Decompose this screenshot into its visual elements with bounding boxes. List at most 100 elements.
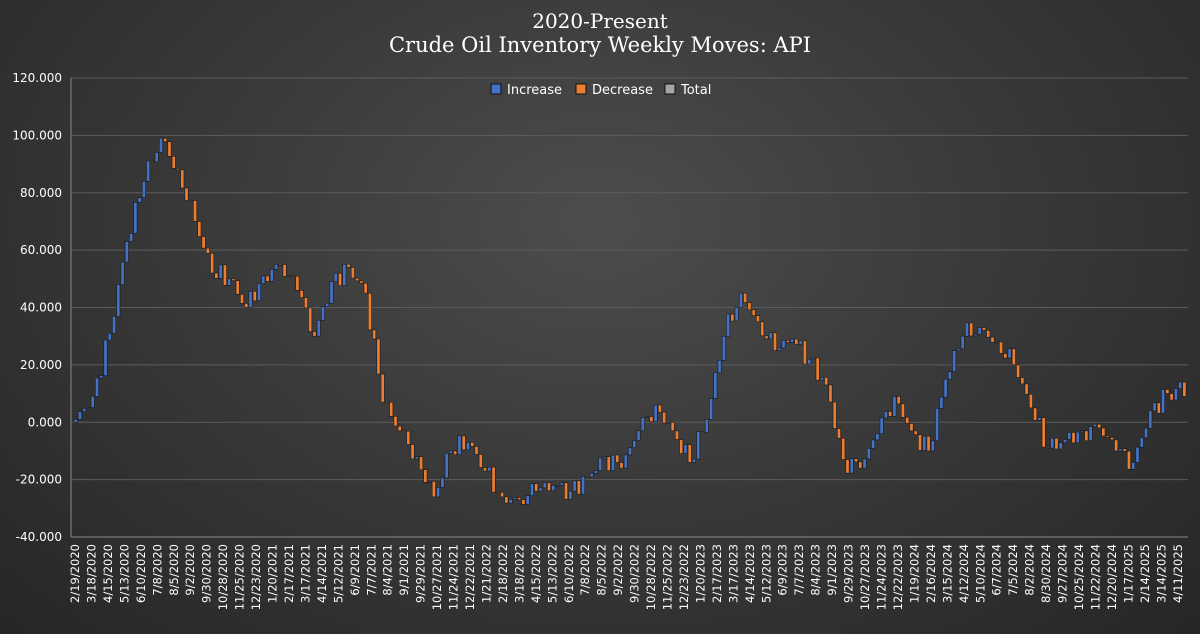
increase-bar: [436, 487, 441, 498]
increase-bar: [879, 417, 884, 435]
increase-bar: [1067, 432, 1072, 440]
decrease-bar: [730, 313, 735, 322]
decrease-bar: [1156, 402, 1161, 414]
x-tick-label: 3/18/2020: [85, 544, 99, 603]
increase-bar: [768, 332, 773, 340]
increase-bar: [952, 350, 957, 372]
x-tick-label: 10/27/2021: [430, 544, 444, 610]
decrease-bar: [308, 307, 313, 332]
decrease-bar: [794, 338, 799, 345]
decrease-bar: [913, 430, 918, 435]
legend-swatch-icon: [575, 83, 587, 95]
decrease-bar: [888, 411, 893, 417]
decrease-bar: [406, 430, 411, 445]
increase-bar: [875, 433, 880, 441]
x-tick-label: 9/30/2020: [200, 544, 214, 603]
decrease-bar: [999, 341, 1003, 354]
x-tick-label: 12/22/2023: [891, 544, 905, 610]
increase-bar: [1037, 417, 1042, 421]
decrease-bar: [802, 340, 807, 365]
increase-bar: [709, 398, 714, 420]
increase-bar: [529, 483, 534, 497]
decrease-bar: [517, 497, 522, 501]
decrease-bar: [845, 459, 850, 474]
decrease-bar: [1169, 393, 1174, 401]
decrease-bar: [521, 499, 526, 505]
decrease-bar: [760, 321, 765, 337]
increase-bar: [154, 152, 159, 163]
decrease-bar: [1024, 383, 1029, 395]
x-tick-label: 7/7/2021: [364, 544, 378, 596]
increase-bar: [286, 275, 291, 278]
legend-swatch-icon: [490, 83, 502, 95]
x-tick-label: 4/15/2022: [529, 544, 543, 603]
increase-bar: [440, 477, 445, 488]
increase-bar: [1088, 426, 1093, 441]
increase-bar: [666, 421, 671, 424]
x-tick-label: 4/14/2023: [743, 544, 757, 603]
x-tick-label: 2/19/2020: [68, 544, 82, 603]
decrease-bar: [1165, 389, 1170, 394]
x-tick-label: 8/5/2022: [595, 544, 609, 596]
decrease-bar: [1045, 446, 1050, 449]
y-tick-label: 40.000: [20, 301, 62, 315]
x-tick-label: 2/17/2023: [710, 544, 724, 603]
decrease-bar: [1127, 450, 1131, 470]
decrease-bar: [163, 137, 168, 143]
increase-bar: [1144, 427, 1148, 439]
legend-label: Decrease: [592, 83, 653, 98]
increase-bar: [883, 411, 888, 419]
increase-bar: [538, 487, 543, 492]
increase-bar: [107, 333, 112, 341]
decrease-bar: [1054, 437, 1059, 450]
decrease-bar: [773, 332, 777, 351]
decrease-bar: [615, 454, 620, 463]
increase-bar: [1178, 381, 1183, 389]
increase-bar: [141, 180, 146, 198]
decrease-bar: [231, 278, 236, 281]
increase-bar: [248, 291, 253, 308]
decrease-bar: [837, 428, 841, 439]
decrease-bar: [291, 275, 296, 278]
decrease-bar: [1097, 423, 1102, 429]
decrease-bar: [171, 156, 176, 169]
x-tick-label: 10/25/2024: [1072, 544, 1086, 610]
decrease-bar: [205, 247, 210, 254]
y-tick-label: 100.000: [12, 128, 62, 142]
decrease-bar: [564, 482, 569, 500]
increase-bar: [542, 482, 547, 489]
decrease-bar: [1011, 348, 1016, 366]
x-tick-label: 6/9/2021: [348, 544, 362, 596]
increase-bar: [866, 448, 871, 460]
increase-bar: [257, 283, 261, 302]
x-tick-label: 9/29/2023: [842, 544, 856, 603]
increase-bar: [726, 313, 731, 337]
decrease-bar: [662, 411, 667, 424]
decrease-bar: [303, 297, 308, 309]
decrease-bar: [674, 430, 679, 440]
increase-bar: [589, 473, 594, 478]
increase-bar: [77, 411, 82, 420]
increase-bar: [721, 335, 726, 361]
increase-bar: [973, 333, 978, 337]
chart-subtitle: Crude Oil Inventory Weekly Moves: API: [388, 33, 812, 57]
decrease-bar: [461, 435, 466, 451]
decrease-bar: [990, 336, 995, 343]
x-tick-label: 4/12/2024: [957, 544, 971, 603]
increase-bar: [1075, 431, 1080, 444]
y-tick-label: 20.000: [20, 358, 62, 372]
increase-bar: [935, 408, 940, 442]
increase-bar: [103, 339, 108, 376]
x-tick-label: 8/4/2023: [809, 544, 823, 596]
decrease-bar: [299, 289, 304, 298]
x-tick-label: 10/27/2023: [858, 544, 872, 610]
increase-bar: [943, 378, 948, 398]
increase-bar: [807, 358, 812, 365]
decrease-bar: [295, 275, 300, 291]
decrease-bar: [1028, 393, 1033, 409]
decrease-bar: [495, 491, 500, 494]
x-tick-label: 7/8/2020: [150, 544, 164, 596]
x-tick-label: 10/28/2022: [644, 544, 658, 610]
increase-bar: [158, 137, 163, 153]
decrease-bar: [150, 160, 155, 163]
